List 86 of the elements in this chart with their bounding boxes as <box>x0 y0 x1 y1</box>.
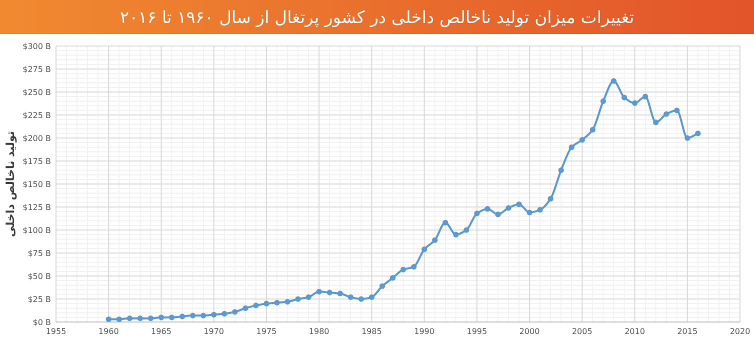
point <box>211 312 217 318</box>
point <box>137 316 143 322</box>
point <box>106 316 112 322</box>
y-tick-label: $225 B <box>22 111 51 120</box>
point <box>158 314 164 320</box>
point <box>495 212 501 218</box>
point <box>368 294 374 300</box>
point <box>695 130 701 136</box>
y-tick-label: $200 B <box>22 134 51 143</box>
point <box>453 232 459 238</box>
point <box>653 120 659 126</box>
point <box>190 312 196 318</box>
y-tick-label: $25 B <box>28 295 51 304</box>
x-tick-label: 2000 <box>519 327 540 336</box>
y-tick-label: $125 B <box>22 203 51 212</box>
y-tick-label: $300 B <box>22 42 51 51</box>
x-tick-label: 1985 <box>362 327 382 336</box>
y-tick-label: $275 B <box>22 65 51 74</box>
y-axis-title: تولید ناخالص داخلی <box>4 130 17 238</box>
point <box>253 302 259 308</box>
y-tick-label: $175 B <box>22 157 51 166</box>
x-tick-label: 1955 <box>46 327 66 336</box>
point <box>442 220 448 226</box>
point <box>295 296 301 302</box>
x-tick-label: 1980 <box>308 327 330 336</box>
point <box>410 264 417 270</box>
point <box>326 290 332 296</box>
x-tick-label: 2010 <box>624 327 645 336</box>
point <box>168 314 175 320</box>
point <box>537 206 543 213</box>
point <box>464 227 470 233</box>
point <box>116 316 122 322</box>
point <box>242 305 248 311</box>
point <box>484 206 490 212</box>
x-tick-label: 1970 <box>204 327 224 336</box>
point <box>306 294 312 300</box>
point <box>548 196 554 202</box>
point <box>674 108 680 114</box>
y-tick-label: $50 B <box>28 272 51 281</box>
chart-title: تغییرات میزان تولید ناخالص داخلی در کشور پرتغال از سال ۱۹۶۰ تا ۲۰۱۶ <box>120 8 634 28</box>
x-tick-label: 2005 <box>572 327 592 336</box>
point <box>632 100 638 106</box>
point <box>422 246 428 252</box>
x-tick-label: 1965 <box>151 327 172 336</box>
y-tick-label: $250 B <box>22 88 51 97</box>
point <box>610 78 617 84</box>
point <box>264 300 270 306</box>
x-tick-label: 2015 <box>677 327 698 336</box>
x-tick-label: 1975 <box>256 327 277 336</box>
point <box>642 94 648 100</box>
point <box>379 283 386 289</box>
point <box>432 237 438 243</box>
point <box>558 167 564 173</box>
point <box>390 275 396 281</box>
x-tick-label: 1960 <box>98 327 119 336</box>
y-tick-label: $150 B <box>22 180 51 189</box>
x-tick-label: 1995 <box>466 327 488 336</box>
point <box>506 205 512 211</box>
point <box>400 266 406 272</box>
point <box>232 309 238 315</box>
y-tick-label: $0 B <box>32 318 51 327</box>
point <box>664 111 670 117</box>
point <box>516 201 522 208</box>
point <box>316 288 322 294</box>
point <box>337 290 343 296</box>
point <box>179 314 186 320</box>
point <box>568 144 574 150</box>
point <box>621 94 628 100</box>
point <box>126 316 132 322</box>
point <box>590 126 596 133</box>
y-tick-label: $75 B <box>28 249 51 258</box>
y-tick-label: $100 B <box>22 226 51 235</box>
point <box>348 294 354 300</box>
point <box>474 210 480 216</box>
point <box>222 310 228 317</box>
point <box>274 300 280 306</box>
x-tick-label: 2020 <box>730 327 750 336</box>
point <box>148 316 154 322</box>
point <box>600 98 606 104</box>
point <box>284 298 290 305</box>
point <box>526 210 532 216</box>
point <box>358 296 364 302</box>
point <box>200 312 206 318</box>
point <box>579 137 585 143</box>
x-tick-label: 1990 <box>414 327 434 336</box>
point <box>684 135 690 141</box>
